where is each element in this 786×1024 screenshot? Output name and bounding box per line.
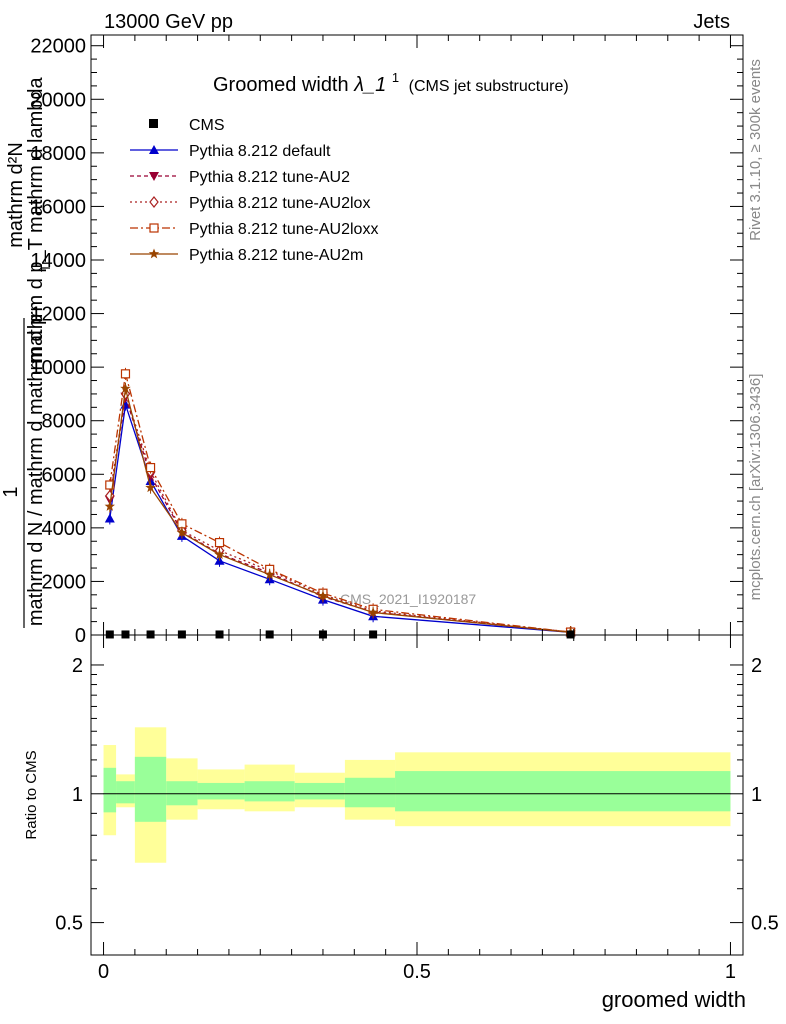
legend-marker-3 — [149, 223, 159, 233]
y-tick-label: 14000 — [30, 250, 86, 272]
ratio-panel: 0.5 0.5 1 1 2 2 Ratio to CMS — [23, 634, 779, 956]
x-tick-label: 0 — [98, 961, 109, 983]
ratio-band-inner — [197, 782, 245, 800]
ratio-tick-label: 0.5 — [55, 913, 83, 935]
series-marker-3 — [145, 462, 156, 473]
ratio-tick-label: 1 — [72, 784, 83, 806]
cms-data-point — [566, 630, 575, 639]
series-marker-3 — [177, 519, 187, 529]
ratio-band-inner — [166, 781, 198, 806]
chart-title: Groomed width λ_1 1 (CMS jet substructur… — [213, 65, 569, 96]
ratio-band-inner — [395, 771, 731, 812]
y-tick-label: 10000 — [30, 357, 86, 379]
ylabel-top: mathrm d²N — [5, 142, 27, 248]
ylabel-mid: mathrm d p_T mathrm d lambda — [25, 76, 47, 362]
ratio-tick-label-right: 2 — [751, 655, 762, 677]
chart-title-math: λ_1 — [353, 74, 386, 96]
legend-marker-2 — [149, 196, 159, 208]
series-marker-4 — [104, 500, 115, 511]
mcplots-note: mcplots.cern.ch [arXiv:1306.3436] — [747, 374, 764, 601]
x-axis-ticks: 0 0.5 1 — [98, 35, 736, 983]
series-marker-4 — [145, 482, 156, 493]
series-marker-4 — [264, 569, 275, 580]
ratio-band-inner — [103, 767, 117, 813]
y-tick-label: 4000 — [42, 518, 87, 540]
cms-data-point — [146, 630, 155, 639]
series-marker-4 — [120, 383, 131, 393]
ratio-band-inner — [344, 777, 396, 808]
legend: CMS Pythia 8.212 default Pythia 8.212 tune… — [130, 117, 378, 264]
cms-data-point — [215, 630, 224, 639]
y-tick-label: 22000 — [30, 36, 86, 58]
main-panel: 0 2000 4000 6000 8000 10000 12000 14000 16000 180… — [30, 34, 744, 647]
x-tick-label: 1 — [725, 961, 736, 983]
chart-title-note: (CMS jet substructure) — [409, 78, 569, 95]
cms-data-point — [369, 630, 378, 639]
main-y-ticks: 0 2000 4000 6000 8000 10000 12000 14000 16000 180… — [30, 36, 743, 647]
legend-label-0: Pythia 8.212 default — [189, 143, 331, 160]
y-tick-label: 12000 — [30, 304, 86, 326]
header-energy: 13000 GeV pp — [104, 11, 233, 33]
y-tick-label: 20000 — [30, 89, 86, 111]
series-marker-4 — [214, 549, 225, 560]
series-marker-3 — [105, 480, 115, 490]
legend-marker-1 — [149, 172, 159, 181]
legend-label-3: Pythia 8.212 tune-AU2loxx — [189, 221, 378, 238]
ratio-tick-label-right: 1 — [751, 784, 762, 806]
y-tick-label: 8000 — [42, 411, 87, 433]
legend-label-2: Pythia 8.212 tune-AU2lox — [189, 195, 370, 212]
y-tick-label: 18000 — [30, 143, 86, 165]
rivet-note: Rivet 3.1.10, ≥ 300k events — [747, 59, 764, 241]
header-category: Jets — [693, 11, 730, 33]
cms-data-points — [105, 630, 575, 639]
series-marker-4 — [367, 607, 379, 617]
ylabel-bottom: mathrm d N / mathrm d mathrm d p — [25, 314, 47, 626]
y-tick-label: 2000 — [42, 571, 87, 593]
x-axis-label: groomed width — [602, 987, 746, 1012]
cms-data-point — [177, 630, 186, 639]
cms-data-point — [105, 630, 114, 639]
cms-data-point — [121, 630, 130, 639]
ratio-band-inner — [116, 781, 135, 804]
x-tick-label: 0.5 — [403, 961, 431, 983]
main-y-axis-label: mathrm d²N mathrm d p_T mathrm d lambda … — [0, 76, 53, 628]
series-marker-0 — [104, 513, 115, 523]
ylabel-subscript: T — [38, 264, 53, 272]
ratio-band-inner — [294, 782, 345, 800]
ylabel-one: 1 — [0, 486, 22, 497]
series-marker-3 — [214, 537, 225, 548]
legend-marker-4 — [148, 248, 160, 259]
y-tick-label: 16000 — [30, 196, 86, 218]
series-layer — [104, 367, 576, 639]
cms-data-point — [265, 630, 274, 639]
y-tick-label: 0 — [75, 625, 86, 647]
legend-label-1: Pythia 8.212 tune-AU2 — [189, 169, 350, 186]
ratio-band-inner — [244, 781, 295, 802]
ratio-tick-label-right: 0.5 — [751, 913, 779, 935]
series-marker-4 — [176, 527, 188, 538]
ratio-bands — [103, 727, 731, 863]
ratio-tick-label: 2 — [72, 655, 83, 677]
ratio-band-inner — [134, 756, 167, 822]
chart-title-sup: 1 — [392, 70, 399, 85]
y-tick-label: 6000 — [42, 464, 87, 486]
ratio-y-ticks: 0.5 0.5 1 1 2 2 — [55, 655, 779, 935]
legend-marker-cms — [149, 119, 158, 128]
legend-marker-0 — [149, 145, 159, 154]
ratio-y-axis-label: Ratio to CMS — [23, 750, 40, 839]
watermark: CMS_2021_I1920187 — [340, 591, 476, 607]
legend-label-cms: CMS — [189, 117, 225, 134]
series-marker-3 — [120, 369, 131, 379]
series-marker-4 — [317, 590, 329, 601]
chart-title-text: Groomed width — [213, 74, 349, 96]
legend-label-4: Pythia 8.212 tune-AU2m — [189, 247, 363, 264]
